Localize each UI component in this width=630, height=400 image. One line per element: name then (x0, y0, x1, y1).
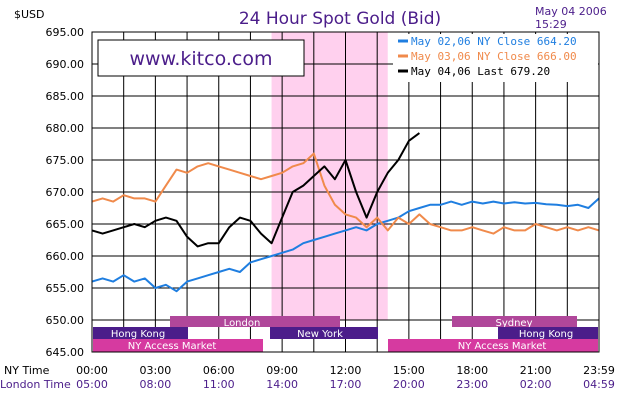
y-tick-label: 680.00 (46, 122, 85, 135)
x-axis-label-london: London Time (0, 378, 71, 391)
x-tick-label-ny: 21:00 (520, 364, 552, 377)
y-tick-labels: 645.00 650.00 655.00 660.00 665.00 670.00 675.… (46, 26, 85, 359)
session-label-nyaccess-left: NY Access Market (128, 341, 217, 352)
legend-entry-may03: May 03,06 NY Close 666.00 (411, 50, 577, 63)
y-tick-label: 650.00 (46, 314, 85, 327)
legend-entry-may02: May 02,06 NY Close 664.20 (411, 35, 577, 48)
series-line-may03 (91, 152, 600, 235)
watermark-box (97, 39, 305, 77)
series-line-may02 (91, 197, 600, 293)
x-tick-label-london: 14:00 (266, 378, 298, 391)
x-tick-label-ny: 23:59 (583, 364, 615, 377)
chart-date: May 04 2006 (535, 5, 607, 18)
session-label-newyork: New York (297, 329, 343, 340)
x-tick-label-london: 02:00 (520, 378, 552, 391)
x-tick-label-london: 20:00 (393, 378, 425, 391)
y-tick-label: 695.00 (46, 26, 85, 39)
plot-frame (91, 31, 600, 353)
series-line-may04 (91, 132, 420, 248)
series-lines (91, 132, 600, 293)
y-tick-label: 670.00 (46, 186, 85, 199)
chart-title: 24 Hour Spot Gold (Bid) (239, 9, 441, 29)
x-tick-label-london: 17:00 (330, 378, 362, 391)
session-bar-sydney (452, 316, 577, 327)
x-tick-labels: 00:00 03:00 06:00 09:00 12:00 15:00 18:00 21:00… (76, 364, 615, 391)
x-tick-label-ny: 03:00 (140, 364, 172, 377)
session-bar-nyaccess-right (388, 339, 598, 352)
watermark-text: www.kitco.com (129, 48, 272, 70)
session-bar-hongkong-left (93, 327, 188, 339)
legend-entry-may04: May 04,06 Last 679.20 (411, 65, 550, 78)
y-tick-label: 645.00 (46, 346, 85, 359)
legend-box (393, 34, 598, 82)
x-tick-label-ny: 18:00 (456, 364, 488, 377)
session-label-london: London (224, 318, 261, 329)
x-tick-label-ny: 00:00 (76, 364, 108, 377)
y-tick-label: 665.00 (46, 218, 85, 231)
y-tick-label: 675.00 (46, 154, 85, 167)
y-tick-label: 655.00 (46, 282, 85, 295)
y-tick-label: 685.00 (46, 90, 85, 103)
session-bar-hongkong-right (498, 327, 598, 339)
x-tick-label-ny: 12:00 (330, 364, 362, 377)
session-bar-nyaccess-left (93, 339, 263, 352)
x-tick-label-london: 11:00 (203, 378, 235, 391)
session-bar-london (170, 316, 340, 327)
x-tick-label-london: 05:00 (76, 378, 108, 391)
x-axis-label-ny: NY Time (4, 364, 50, 377)
chart-time: 15:29 (535, 18, 567, 31)
session-label-hongkong-right: Hong Kong (519, 329, 573, 340)
session-label-nyaccess-right: NY Access Market (458, 341, 547, 352)
x-tick-label-ny: 09:00 (266, 364, 298, 377)
currency-label: $USD (14, 8, 45, 21)
session-label-hongkong-left: Hong Kong (111, 329, 165, 340)
x-tick-label-ny: 06:00 (203, 364, 235, 377)
session-label-sydney: Sydney (495, 318, 532, 329)
x-tick-label-ny: 15:00 (393, 364, 425, 377)
x-tick-label-london: 04:59 (583, 378, 615, 391)
x-tick-label-london: 23:00 (456, 378, 488, 391)
legend: May 02,06 NY Close 664.20 May 03,06 NY Cl… (398, 35, 577, 78)
y-tick-label: 660.00 (46, 250, 85, 263)
london-band (271, 32, 388, 320)
x-tick-label-london: 08:00 (140, 378, 172, 391)
session-bar-newyork (270, 327, 378, 339)
y-tick-label: 690.00 (46, 58, 85, 71)
